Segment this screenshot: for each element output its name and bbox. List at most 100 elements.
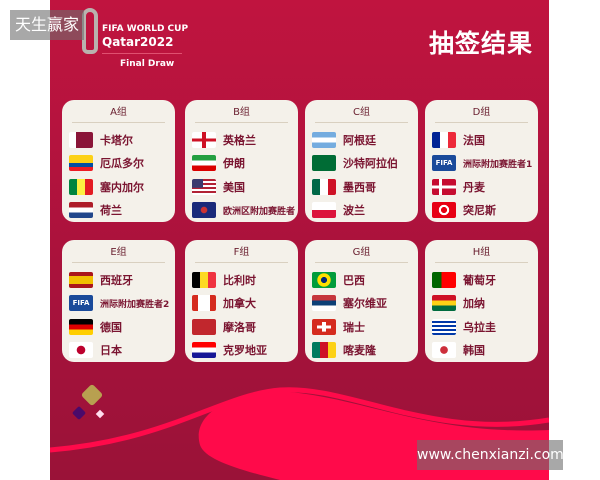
team-name: 日本 xyxy=(100,344,122,358)
uruguay-flag-icon xyxy=(432,318,456,335)
team-name: 卡塔尔 xyxy=(100,133,133,147)
team-row: 美国 xyxy=(185,175,298,199)
saudi-flag-icon xyxy=(312,155,336,172)
switzerland-flag-icon xyxy=(312,318,336,335)
group-title: C组 xyxy=(353,107,370,118)
divider xyxy=(315,262,408,263)
team-row: 巴西 xyxy=(305,268,418,292)
group-card: G组巴西塞尔维亚瑞士喀麦隆 xyxy=(305,240,418,362)
fifa-flag-icon: FIFA xyxy=(432,155,456,172)
team-name: 英格兰 xyxy=(223,133,256,147)
england-flag-icon xyxy=(192,131,216,148)
draw-poster: FIFA WORLD CUP Qatar2022 Final Draw 抽签结果… xyxy=(50,0,549,480)
team-row: 波兰 xyxy=(305,199,418,223)
korea-flag-icon xyxy=(432,342,456,359)
divider xyxy=(72,262,165,263)
team-row: 塞尔维亚 xyxy=(305,292,418,316)
cameroon-flag-icon xyxy=(312,342,336,359)
team-name: 丹麦 xyxy=(463,180,485,194)
team-row: 墨西哥 xyxy=(305,175,418,199)
team-name: 突尼斯 xyxy=(463,204,496,218)
spain-flag-icon xyxy=(69,271,93,288)
team-name: 加纳 xyxy=(463,297,485,311)
morocco-flag-icon xyxy=(192,318,216,335)
team-name: 葡萄牙 xyxy=(463,273,496,287)
group-card: F组 比利时 加拿大 摩洛哥 克罗地亚 xyxy=(185,240,298,362)
page-title: 抽签结果 xyxy=(428,29,533,58)
watermark-top: 天生赢家 xyxy=(10,10,84,40)
ecuador-flag-icon xyxy=(69,155,93,172)
team-row: 突尼斯 xyxy=(425,199,538,223)
japan-flag-icon xyxy=(69,342,93,359)
team-name: 塞内加尔 xyxy=(100,180,144,194)
group-title: G组 xyxy=(352,247,371,258)
team-name: 欧洲区附加赛胜者 xyxy=(223,206,296,217)
usa-flag-icon xyxy=(192,178,216,195)
portugal-flag-icon xyxy=(432,271,456,288)
team-name: 加拿大 xyxy=(223,297,256,311)
belgium-flag-icon xyxy=(192,271,216,288)
team-row: 卡塔尔 xyxy=(62,128,175,152)
iran-flag-icon xyxy=(192,155,216,172)
team-row: 欧洲区附加赛胜者 xyxy=(185,199,298,223)
team-row: 丹麦 xyxy=(425,175,538,199)
argentina-flag-icon xyxy=(312,131,336,148)
team-name: 喀麦隆 xyxy=(343,344,376,358)
team-row: 韩国 xyxy=(425,339,538,363)
team-row: 英格兰 xyxy=(185,128,298,152)
trophy-icon xyxy=(82,8,98,54)
team-row: 塞内加尔 xyxy=(62,175,175,199)
senegal-flag-icon xyxy=(69,178,93,195)
team-row: 加纳 xyxy=(425,292,538,316)
team-name: 瑞士 xyxy=(343,320,365,334)
team-name: 伊朗 xyxy=(223,157,245,171)
team-name: 德国 xyxy=(100,320,122,334)
team-row: 德国 xyxy=(62,315,175,339)
fifa-world-cup-logo: FIFA WORLD CUP Qatar2022 Final Draw xyxy=(82,8,198,69)
team-row: 葡萄牙 xyxy=(425,268,538,292)
team-name: 美国 xyxy=(223,180,245,194)
group-title: A组 xyxy=(110,107,127,118)
team-name: 巴西 xyxy=(343,273,365,287)
germany-flag-icon xyxy=(69,318,93,335)
team-name: 阿根廷 xyxy=(343,133,376,147)
group-card: A组卡塔尔厄瓜多尔塞内加尔荷兰 xyxy=(62,100,175,222)
team-name: 克罗地亚 xyxy=(223,344,267,358)
group-card: E组西班牙 FIFA 洲际附加赛胜者2 德国日本 xyxy=(62,240,175,362)
watermark-bottom: www.chenxianzi.com xyxy=(417,440,564,470)
croatia-flag-icon xyxy=(192,342,216,359)
team-row: 瑞士 xyxy=(305,315,418,339)
serbia-flag-icon xyxy=(312,295,336,312)
poland-flag-icon xyxy=(312,202,336,219)
denmark-flag-icon xyxy=(432,178,456,195)
group-title: E组 xyxy=(110,247,127,258)
group-card: D组 法国 FIFA 洲际附加赛胜者1 丹麦 突尼斯 xyxy=(425,100,538,222)
divider xyxy=(195,262,288,263)
team-name: 厄瓜多尔 xyxy=(100,157,144,171)
qatar-flag-icon xyxy=(69,131,93,148)
brazil-flag-icon xyxy=(312,271,336,288)
team-row: 西班牙 xyxy=(62,268,175,292)
ghana-flag-icon xyxy=(432,295,456,312)
team-name: 乌拉圭 xyxy=(463,320,496,334)
team-row: FIFA 洲际附加赛胜者2 xyxy=(62,292,175,316)
divider xyxy=(435,122,528,123)
team-name: 墨西哥 xyxy=(343,180,376,194)
team-row: 荷兰 xyxy=(62,199,175,223)
uefa-flag-icon xyxy=(192,202,216,219)
group-title: F组 xyxy=(233,247,250,258)
divider xyxy=(195,122,288,123)
team-row: 沙特阿拉伯 xyxy=(305,152,418,176)
team-row: 加拿大 xyxy=(185,292,298,316)
fifa-flag-icon: FIFA xyxy=(69,295,93,312)
group-card: C组阿根廷沙特阿拉伯墨西哥波兰 xyxy=(305,100,418,222)
logo-line3: Final Draw xyxy=(120,59,175,69)
team-row: 伊朗 xyxy=(185,152,298,176)
team-name: 波兰 xyxy=(343,204,365,218)
team-name: 荷兰 xyxy=(100,204,122,218)
team-name: 塞尔维亚 xyxy=(343,297,387,311)
team-name: 法国 xyxy=(463,133,485,147)
team-name: 比利时 xyxy=(223,273,256,287)
canada-flag-icon xyxy=(192,295,216,312)
group-card: H组 葡萄牙 加纳 乌拉圭 韩国 xyxy=(425,240,538,362)
